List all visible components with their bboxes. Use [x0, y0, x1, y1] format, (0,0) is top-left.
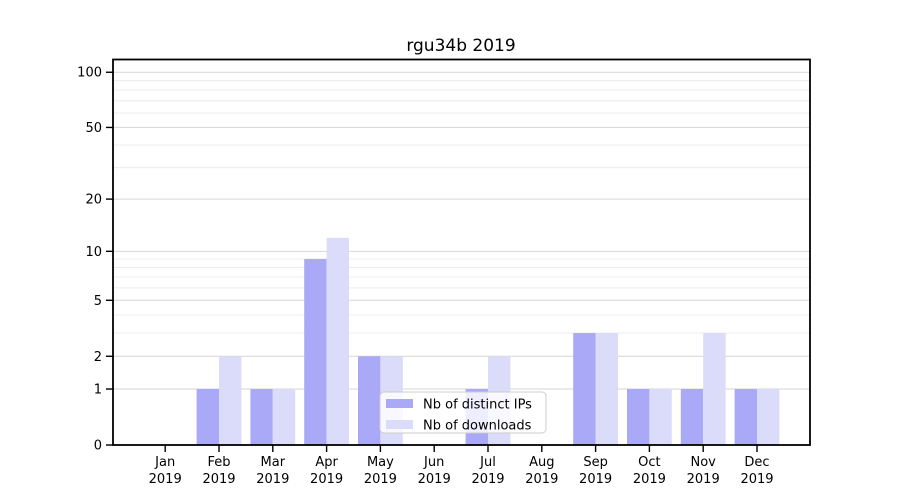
bar-distinct-ips-11 [680, 389, 704, 445]
x-tick-label: Jun 2019 [418, 455, 451, 487]
plot-frame [112, 58, 811, 446]
x-tick-label: Nov 2019 [687, 455, 720, 487]
bar-distinct-ips-5 [358, 356, 381, 445]
x-tick-label: Jul 2019 [471, 455, 504, 487]
y-tick-label: 2 [94, 350, 102, 365]
gridlines-minor [113, 80, 810, 334]
x-tick-label: Aug 2019 [525, 455, 558, 487]
legend-swatch-downloads [386, 420, 413, 429]
bar-downloads-12 [757, 389, 780, 445]
bar-distinct-ips-4 [304, 259, 327, 445]
bar-downloads-11 [703, 333, 726, 445]
bar-distinct-ips-12 [734, 389, 757, 445]
bar-distinct-ips-9 [573, 333, 596, 445]
bar-distinct-ips-3 [250, 389, 273, 445]
bar-distinct-ips-10 [627, 389, 650, 445]
x-tick-label: Feb 2019 [202, 455, 235, 487]
x-tick-label: May 2019 [364, 455, 397, 487]
chart-title: rgu34b 2019 [406, 36, 515, 56]
bar-downloads-10 [649, 389, 672, 445]
y-tick-label: 50 [85, 121, 102, 136]
bar-downloads-2 [219, 356, 242, 445]
x-tick-label: Jan 2019 [149, 455, 182, 487]
bar-distinct-ips-2 [196, 389, 219, 445]
x-tick-label: Dec 2019 [740, 455, 773, 487]
y-tick-label: 10 [85, 245, 102, 260]
y-tick-label: 20 [85, 193, 102, 208]
bar-downloads-9 [595, 333, 618, 445]
legend: Nb of distinct IPs Nb of downloads [379, 391, 547, 434]
y-tick-label: 1 [94, 383, 102, 398]
y-tick-label: 0 [94, 439, 102, 454]
legend-label-downloads: Nb of downloads [423, 419, 532, 434]
x-tick-label: Mar 2019 [256, 455, 289, 487]
y-tick-label: 5 [94, 294, 102, 309]
x-tick-label: Apr 2019 [310, 455, 343, 487]
legend-label-distinct-ips: Nb of distinct IPs [423, 398, 532, 413]
x-tick-label: Oct 2019 [633, 455, 666, 487]
y-tick-label: 100 [77, 66, 102, 81]
legend-box [379, 391, 547, 434]
legend-swatch-distinct-ips [386, 399, 413, 408]
y-axis-ticks: 0 1 2 5 10 20 50 100 [77, 66, 113, 454]
x-tick-label: Sep 2019 [579, 455, 612, 487]
bar-downloads-4 [326, 237, 349, 445]
bar-downloads-3 [272, 389, 296, 445]
x-axis-ticks: Jan 2019 Feb 2019 Mar 2019 Apr 2019 May 2019 Jun 20… [149, 445, 774, 487]
